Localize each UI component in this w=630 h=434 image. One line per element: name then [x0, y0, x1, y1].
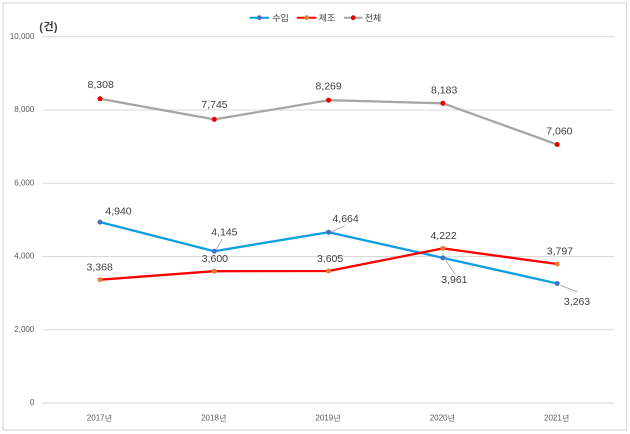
svg-text:8,269: 8,269	[315, 80, 341, 92]
svg-text:3,263: 3,263	[564, 296, 590, 308]
svg-text:2017: 2017	[87, 413, 105, 422]
svg-text:): )	[54, 21, 58, 33]
svg-text:3,797: 3,797	[547, 245, 573, 257]
svg-text:4,222: 4,222	[430, 230, 456, 242]
svg-text:2018: 2018	[201, 413, 219, 422]
svg-text:3,600: 3,600	[202, 253, 228, 265]
svg-text:4,145: 4,145	[211, 226, 237, 238]
svg-text:8,183: 8,183	[431, 84, 457, 96]
svg-text:4,000: 4,000	[14, 252, 35, 261]
svg-text:0: 0	[30, 398, 35, 407]
svg-text:2019: 2019	[315, 413, 333, 422]
svg-text:3,368: 3,368	[87, 262, 113, 274]
svg-text:3,605: 3,605	[317, 253, 343, 265]
svg-text:2021: 2021	[544, 413, 562, 422]
svg-text:3,961: 3,961	[441, 274, 467, 286]
svg-text:7,060: 7,060	[546, 125, 572, 137]
svg-text:10,000: 10,000	[10, 32, 35, 41]
svg-text:6,000: 6,000	[14, 178, 35, 187]
svg-text:4,664: 4,664	[332, 213, 358, 225]
svg-text:4,940: 4,940	[105, 206, 131, 218]
svg-text:8,000: 8,000	[14, 105, 35, 114]
svg-text:(: (	[39, 21, 43, 33]
svg-text:2020: 2020	[430, 413, 448, 422]
svg-text:2,000: 2,000	[14, 325, 35, 334]
svg-text:7,745: 7,745	[201, 99, 227, 111]
svg-text:8,308: 8,308	[88, 79, 114, 91]
